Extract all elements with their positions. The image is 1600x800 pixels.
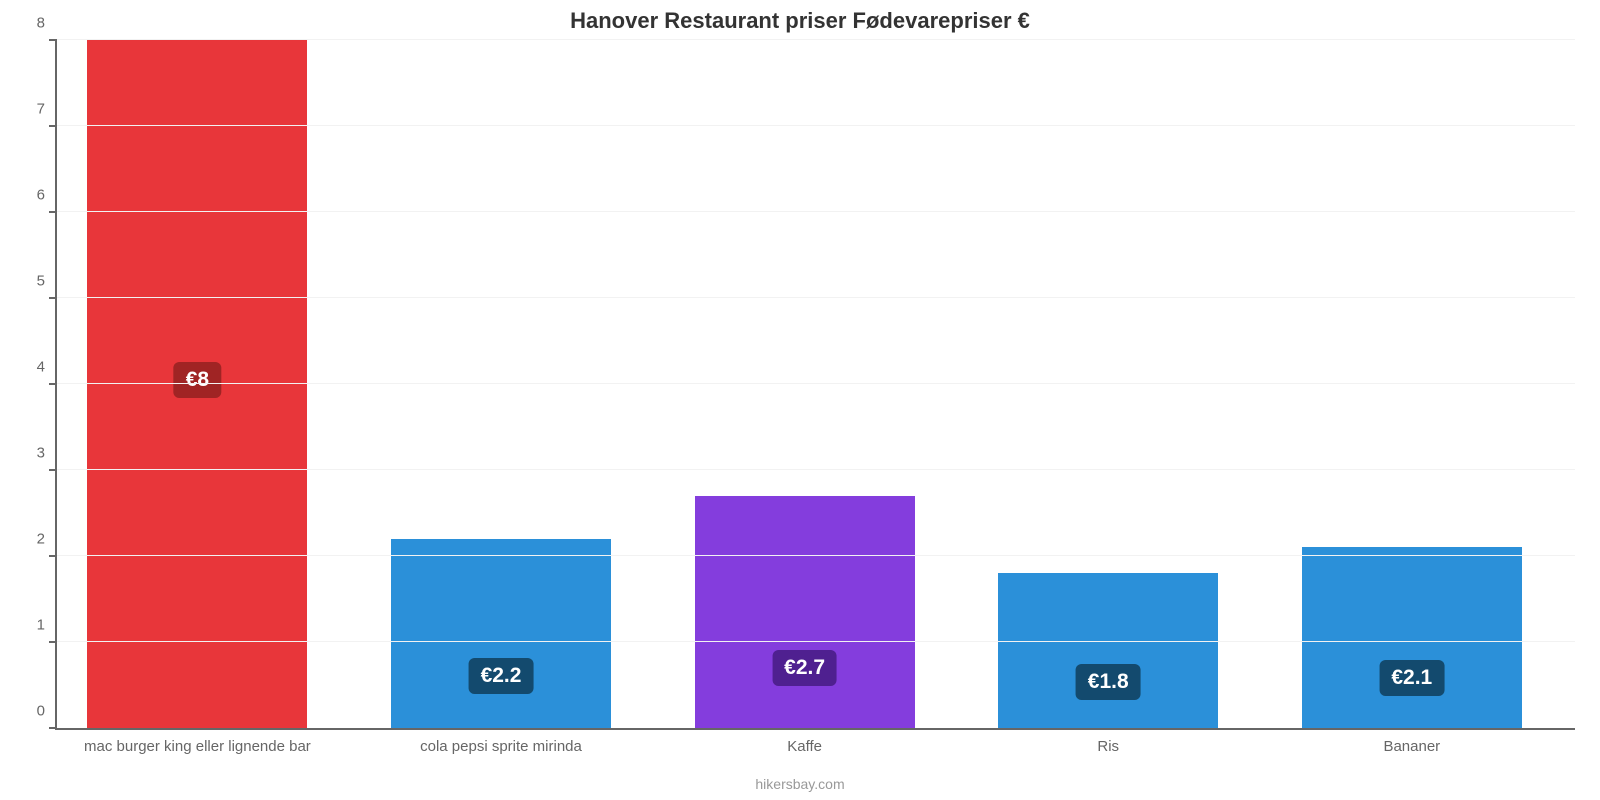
grid-line [57, 297, 1575, 298]
bar-value-badge: €8 [174, 362, 221, 398]
grid-line [57, 383, 1575, 384]
y-tick [49, 469, 57, 471]
y-tick-label: 5 [37, 273, 57, 290]
y-tick [49, 211, 57, 213]
x-tick-label: mac burger king eller lignende bar [84, 728, 311, 755]
y-tick-label: 0 [37, 703, 57, 720]
bar: €1.8 [998, 573, 1218, 728]
x-tick-label: Kaffe [787, 728, 822, 755]
y-tick-label: 1 [37, 617, 57, 634]
y-tick-label: 4 [37, 359, 57, 376]
bar: €8 [87, 40, 307, 728]
grid-line [57, 555, 1575, 556]
y-tick [49, 297, 57, 299]
price-chart: Hanover Restaurant priser Fødevarepriser… [0, 0, 1600, 800]
grid-line [57, 469, 1575, 470]
x-tick-label: cola pepsi sprite mirinda [420, 728, 582, 755]
bar: €2.1 [1302, 547, 1522, 728]
grid-line [57, 39, 1575, 40]
y-tick [49, 39, 57, 41]
y-tick-label: 6 [37, 187, 57, 204]
y-tick-label: 7 [37, 101, 57, 118]
grid-line [57, 211, 1575, 212]
bar: €2.2 [391, 539, 611, 728]
y-tick-label: 8 [37, 15, 57, 32]
y-tick [49, 727, 57, 729]
y-tick-label: 2 [37, 531, 57, 548]
bar-value-badge: €2.7 [772, 650, 837, 686]
y-tick [49, 125, 57, 127]
x-tick-label: Bananer [1383, 728, 1440, 755]
bar-value-badge: €2.2 [469, 658, 534, 694]
y-tick-label: 3 [37, 445, 57, 462]
bars-layer: €8 €2.2 €2.7 €1.8 €2.1 [57, 40, 1575, 728]
plot-area: €8€2.2€2.7€1.8€2.1 012345678mac burger k… [55, 40, 1575, 730]
bar: €2.7 [695, 496, 915, 728]
bar-value-badge: €1.8 [1076, 664, 1141, 700]
chart-caption: hikersbay.com [0, 776, 1600, 792]
chart-title: Hanover Restaurant priser Fødevarepriser… [0, 0, 1600, 34]
grid-line [57, 125, 1575, 126]
bar-value-badge: €2.1 [1379, 660, 1444, 696]
grid-line [57, 641, 1575, 642]
y-tick [49, 641, 57, 643]
x-tick-label: Ris [1097, 728, 1119, 755]
y-tick [49, 555, 57, 557]
y-tick [49, 383, 57, 385]
